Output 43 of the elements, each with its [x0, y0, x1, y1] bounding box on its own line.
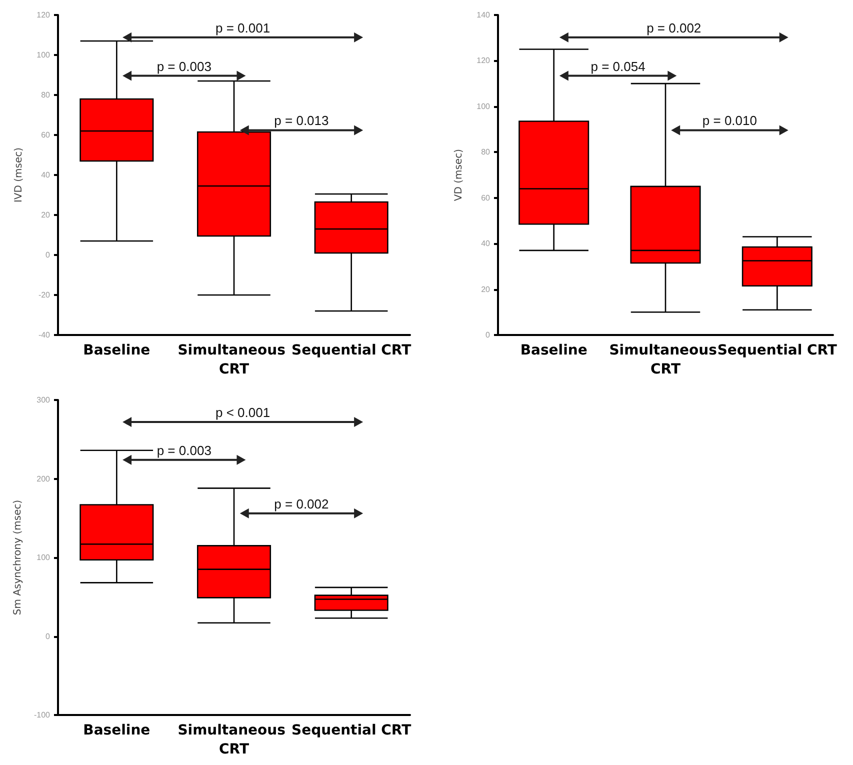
y-tick-label: -40 [38, 330, 51, 340]
y-tick-label: 80 [481, 148, 491, 157]
y-tick-label: 20 [481, 284, 491, 294]
x-tick-label: Sequential CRT [292, 722, 412, 738]
x-tick-label: Simultaneous CRT [609, 342, 717, 378]
annotation: p = 0.054 [590, 58, 646, 74]
y-tick-label: -100 [34, 710, 51, 720]
y-tick-label: 0 [46, 250, 51, 260]
annotation: p = 0.013 [274, 113, 329, 128]
y-tick-label: 100 [36, 50, 51, 60]
y-tick-label: 60 [481, 193, 491, 202]
y-tick-label: 120 [36, 10, 51, 20]
y-tick-label: 0 [486, 330, 491, 340]
y-tick-label: 120 [476, 56, 491, 66]
y-tick-label: -20 [38, 290, 51, 300]
y-tick-label: 40 [41, 170, 51, 180]
x-tick-label: Sequential CRT [292, 342, 412, 358]
y-tick-label: 140 [476, 10, 491, 20]
y-axis-title: VD (msec) [454, 148, 464, 202]
annotation: p = 0.003 [156, 442, 212, 458]
x-tick-label: Sequential CRT [717, 342, 838, 358]
x-tick-label: Simultaneous CRT [178, 722, 290, 758]
annotation: p = 0.003 [156, 58, 212, 74]
annotation: p = 0.002 [274, 496, 329, 512]
y-tick-label: 40 [481, 239, 491, 248]
y-tick-label: 60 [41, 130, 51, 140]
x-tick-label: Baseline [520, 342, 588, 358]
y-tick-label: 80 [41, 90, 51, 100]
annotation: p = 0.001 [216, 20, 270, 36]
y-tick-label: 300 [36, 396, 51, 404]
annotation: p < 0.001 [216, 405, 270, 420]
y-tick-label: 100 [476, 102, 491, 111]
x-tick-label: Simultaneous CRT [178, 342, 290, 378]
annotation: p = 0.010 [702, 113, 757, 128]
x-tick-label: Baseline [83, 342, 150, 358]
y-tick-label: 100 [36, 553, 51, 562]
x-tick-label: Baseline [83, 722, 150, 738]
y-axis-title: Sm Asynchrony (msec) [12, 500, 24, 616]
y-tick-label: 20 [41, 210, 51, 220]
annotation: p = 0.002 [646, 20, 702, 36]
y-tick-label: 0 [46, 632, 51, 641]
y-axis-title: IVD (msec) [14, 147, 24, 203]
y-tick-label: 200 [36, 474, 51, 484]
